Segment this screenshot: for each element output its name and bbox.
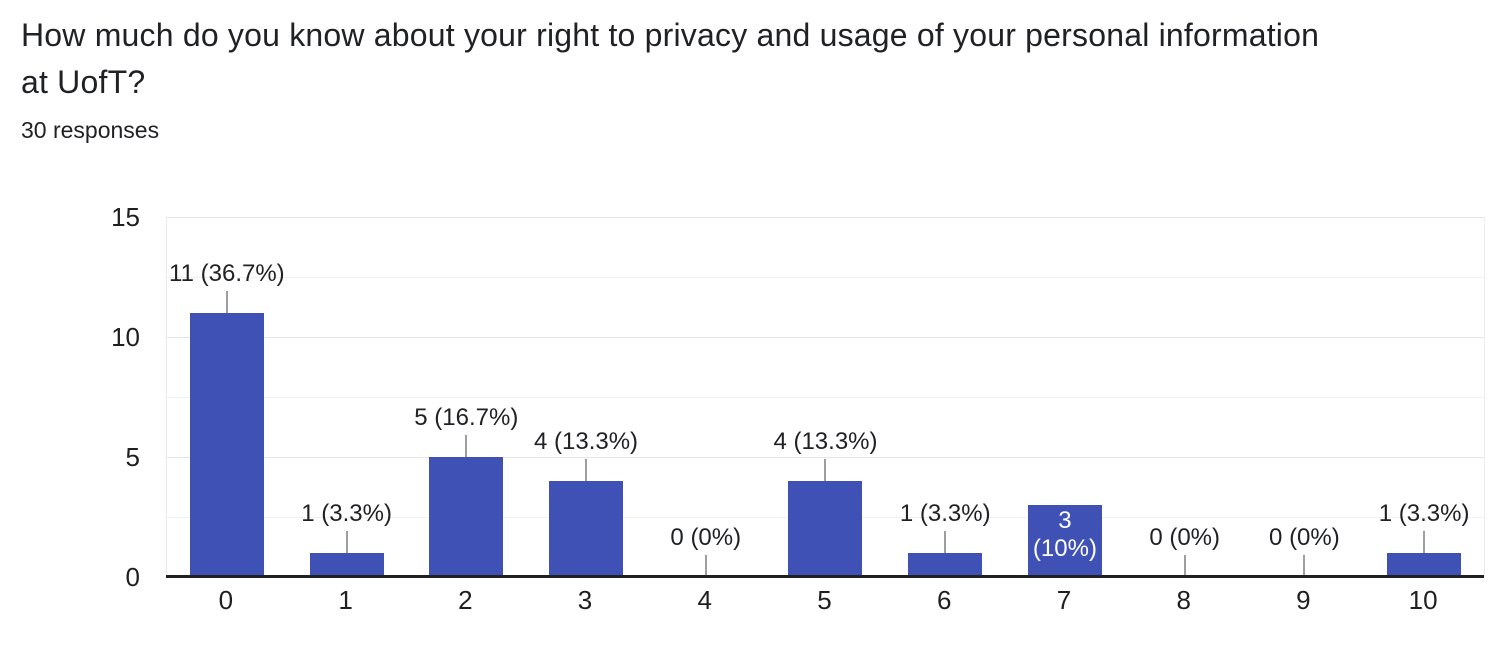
x-tick-label-1: 1 <box>338 585 353 615</box>
label-stem <box>824 459 827 481</box>
x-tick-label-6: 6 <box>936 585 952 615</box>
bar-3[interactable] <box>549 481 624 577</box>
bar-slot-8: 0 (0%) <box>1125 217 1245 577</box>
x-tick-label-10: 10 <box>1408 585 1438 615</box>
question-title-line2: at UofT? <box>21 64 146 100</box>
bar-value-label: 11 (36.7%) <box>169 260 285 287</box>
label-stem <box>465 435 468 457</box>
response-count: 30 responses <box>21 117 160 143</box>
bar-value-label: 5 (16.7%) <box>414 404 519 431</box>
y-tick-label-5: 5 <box>125 442 140 472</box>
bar-5[interactable] <box>788 481 863 577</box>
bar-value-label: 1 (3.3%) <box>899 500 991 527</box>
bar-value-label-line: (10%) <box>1032 535 1097 562</box>
bar-6[interactable] <box>908 553 983 577</box>
question-title-line1: How much do you know about your right to… <box>21 17 1320 53</box>
bar-7[interactable]: 3 (10%) <box>1027 505 1102 577</box>
label-stem <box>585 459 588 481</box>
gridline-minor <box>167 277 1484 278</box>
bar-slot-0: 11 (36.7%) <box>167 217 287 577</box>
bar-slot-5: 4 (13.3%) <box>766 217 886 577</box>
bar-value-label: 0 (0%) <box>670 524 742 551</box>
bar-2[interactable] <box>429 457 504 577</box>
gridline-minor <box>167 397 1484 398</box>
bar-value-label-line: 3 <box>1058 507 1072 534</box>
bar-value-label: 1 (3.3%) <box>301 500 392 527</box>
x-tick-label-8: 8 <box>1176 585 1191 615</box>
bar-value-label: 4 (13.3%) <box>773 428 878 455</box>
y-tick-label-15: 15 <box>111 202 140 232</box>
bar-value-label: 0 (0%) <box>1149 524 1221 551</box>
plot-area: 11 (36.7%) 1 (3.3%) 5 (16.7%) 4 (13.3%) 0 (0… <box>166 217 1485 577</box>
label-stem <box>225 291 228 313</box>
bar-value-label: 1 (3.3%) <box>1378 500 1470 527</box>
x-tick-label-4: 4 <box>697 585 712 615</box>
label-stem <box>345 531 348 553</box>
bar-slot-6: 1 (3.3%) <box>885 217 1005 577</box>
bar-slot-7: 3 (10%) <box>1005 217 1125 577</box>
y-tick-label-10: 10 <box>111 322 140 352</box>
bar-slot-10: 1 (3.3%) <box>1364 217 1484 577</box>
label-stem <box>704 555 707 577</box>
label-stem <box>944 531 947 553</box>
bar-value-label-inside: 3 (10%) <box>1028 507 1102 563</box>
bar-slot-2: 5 (16.7%) <box>406 217 526 577</box>
question-title: How much do you know about your right to… <box>21 12 1319 106</box>
x-tick-label-5: 5 <box>817 585 832 615</box>
label-stem <box>1423 531 1426 553</box>
bar-value-label: 0 (0%) <box>1269 524 1340 551</box>
gridline-major <box>167 217 1484 218</box>
x-tick-label-3: 3 <box>577 585 593 615</box>
x-tick-label-2: 2 <box>458 585 473 615</box>
gridline-major <box>167 337 1484 338</box>
y-tick-label-0: 0 <box>125 562 140 592</box>
x-tick-label-7: 7 <box>1056 585 1072 615</box>
bar-slot-3: 4 (13.3%) <box>526 217 646 577</box>
bar-1[interactable] <box>309 553 384 577</box>
gridline-major <box>167 457 1484 458</box>
x-axis-baseline <box>166 575 1484 578</box>
bar-slot-1: 1 (3.3%) <box>287 217 407 577</box>
x-tick-label-9: 9 <box>1296 585 1311 615</box>
bar-0[interactable] <box>189 313 264 577</box>
bar-slot-4: 0 (0%) <box>646 217 766 577</box>
bar-slot-9: 0 (0%) <box>1245 217 1365 577</box>
label-stem <box>1183 555 1186 577</box>
bar-value-label: 4 (13.3%) <box>534 428 639 455</box>
label-stem <box>1303 555 1306 577</box>
bar-10[interactable] <box>1387 553 1462 577</box>
x-tick-label-0: 0 <box>218 585 234 615</box>
